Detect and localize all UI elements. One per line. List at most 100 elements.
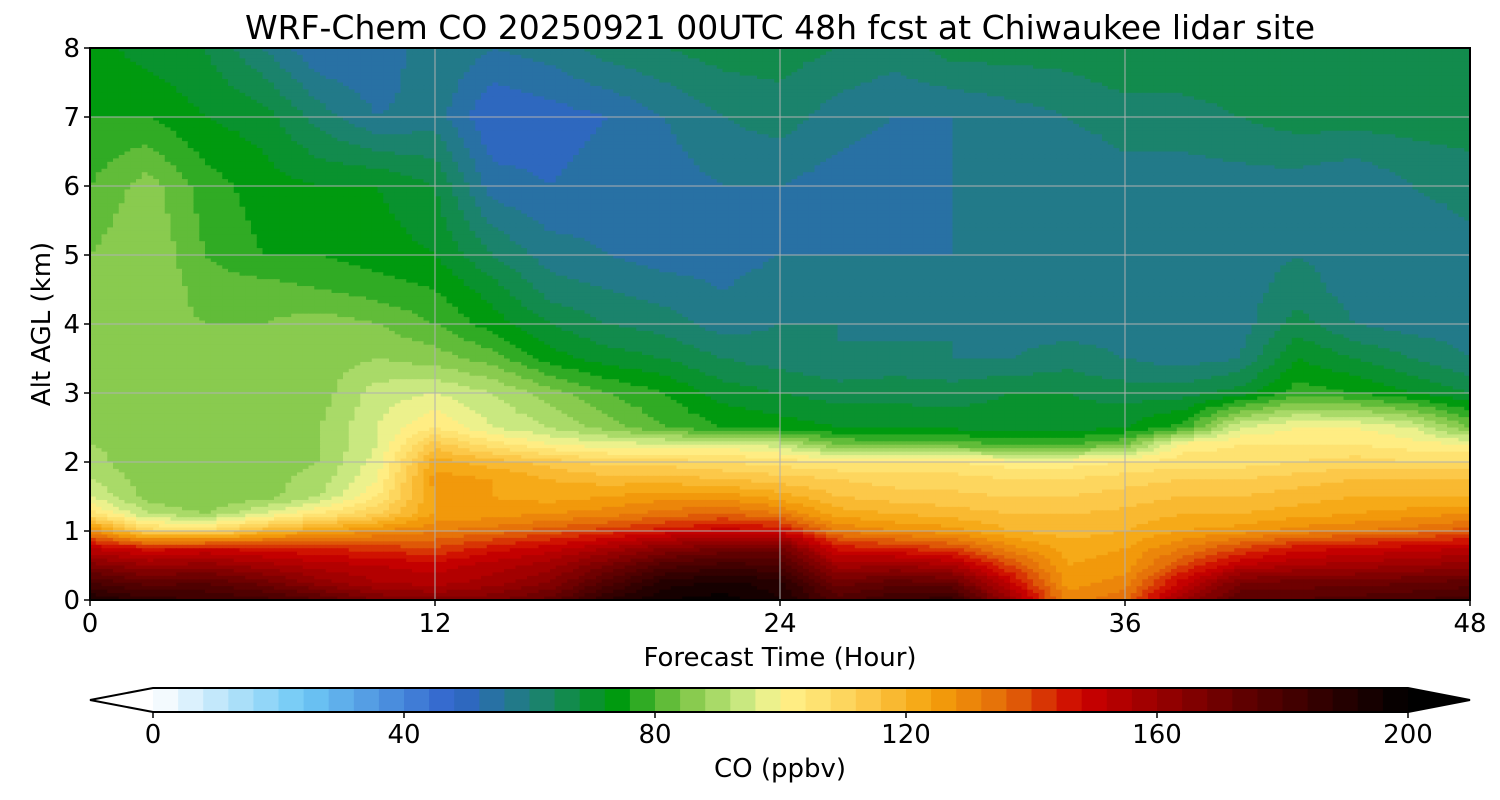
heatmap-cell (1217, 75, 1224, 80)
heatmap-cell (95, 54, 103, 59)
heatmap-cell (1268, 92, 1276, 97)
heatmap-cell (820, 72, 827, 77)
heatmap-cell (1441, 82, 1448, 87)
heatmap-cell (515, 54, 522, 59)
heatmap-cell (527, 65, 534, 70)
heatmap-cell (877, 92, 885, 97)
heatmap-cell (1136, 110, 1143, 115)
heatmap-cell (1291, 51, 1299, 56)
heatmap-cell (1136, 58, 1143, 63)
heatmap-cell (1084, 79, 1092, 84)
heatmap-cell (676, 89, 683, 94)
heatmap-cell (285, 58, 292, 63)
heatmap-cell (182, 65, 189, 70)
heatmap-cell (877, 96, 885, 101)
heatmap-cell (923, 68, 931, 73)
heatmap-cell (1435, 82, 1442, 87)
heatmap-cell (274, 89, 281, 94)
heatmap-cell (987, 54, 994, 59)
heatmap-cell (205, 110, 212, 115)
heatmap-cell (406, 54, 413, 59)
heatmap-cell (843, 103, 850, 108)
heatmap-cell (584, 96, 591, 101)
heatmap-cell (256, 75, 264, 80)
heatmap-cell (1073, 54, 1080, 59)
heatmap-cell (1096, 96, 1103, 101)
heatmap-cell (107, 68, 114, 73)
heatmap-cell (705, 54, 712, 59)
heatmap-cell (1378, 68, 1385, 73)
heatmap-cell (1332, 79, 1339, 84)
heatmap-cell (239, 117, 246, 122)
heatmap-cell (1429, 85, 1437, 90)
heatmap-cell (1263, 106, 1270, 111)
heatmap-cell (1337, 58, 1345, 63)
heatmap-cell (1372, 99, 1379, 104)
heatmap-cell (1159, 99, 1166, 104)
heatmap-cell (837, 58, 844, 63)
heatmap-cell (245, 48, 252, 53)
heatmap-cell (1303, 54, 1310, 59)
heatmap-cell (1234, 79, 1241, 84)
heatmap-cell (860, 96, 867, 101)
heatmap-cell (348, 61, 356, 66)
heatmap-cell (1435, 51, 1442, 56)
heatmap-cell (1038, 117, 1046, 122)
heatmap-cell (728, 48, 735, 53)
heatmap-cell (193, 96, 200, 101)
heatmap-cell (665, 92, 672, 97)
heatmap-cell (297, 58, 304, 63)
heatmap-cell (325, 54, 333, 59)
heatmap-cell (1165, 85, 1172, 90)
heatmap-cell (452, 82, 459, 87)
heatmap-cell (619, 68, 626, 73)
heatmap-cell (417, 96, 425, 101)
heatmap-cell (987, 89, 994, 94)
heatmap-cell (992, 113, 1000, 118)
heatmap-cell (521, 79, 528, 84)
heatmap-cell (337, 82, 344, 87)
heatmap-cell (1222, 82, 1230, 87)
heatmap-cell (297, 92, 304, 97)
heatmap-cell (716, 106, 724, 111)
heatmap-cell (233, 85, 241, 90)
heatmap-cell (1194, 113, 1201, 118)
heatmap-cell (1291, 68, 1299, 73)
heatmap-cell (532, 75, 540, 80)
heatmap-cell (918, 61, 925, 66)
heatmap-cell (889, 103, 896, 108)
heatmap-cell (1015, 117, 1023, 122)
heatmap-cell (705, 117, 712, 122)
heatmap-cell (693, 99, 701, 104)
heatmap-cell (831, 110, 839, 115)
heatmap-cell (820, 117, 827, 122)
heatmap-cell (412, 113, 419, 118)
heatmap-cell (584, 58, 591, 63)
heatmap-cell (647, 68, 655, 73)
heatmap-cell (354, 79, 361, 84)
heatmap-cell (1234, 48, 1241, 53)
heatmap-cell (239, 110, 246, 115)
heatmap-cell (601, 61, 609, 66)
heatmap-cell (998, 110, 1005, 115)
heatmap-cell (653, 85, 660, 90)
heatmap-cell (613, 103, 620, 108)
heatmap-cell (1412, 79, 1419, 84)
heatmap-cell (1424, 61, 1431, 66)
heatmap-cell (1291, 106, 1299, 111)
heatmap-cell (1240, 72, 1247, 77)
heatmap-cell (734, 113, 741, 118)
heatmap-cell (251, 72, 258, 77)
heatmap-cell (521, 103, 528, 108)
heatmap-cell (1182, 51, 1189, 56)
heatmap-cell (751, 96, 758, 101)
heatmap-cell (647, 85, 655, 90)
heatmap-cell (1130, 99, 1138, 104)
heatmap-cell (1395, 68, 1402, 73)
heatmap-cell (866, 58, 873, 63)
heatmap-cell (607, 51, 614, 56)
heatmap-cell (780, 48, 787, 53)
heatmap-cell (544, 72, 551, 77)
heatmap-cell (1435, 113, 1442, 118)
heatmap-cell (952, 51, 959, 56)
